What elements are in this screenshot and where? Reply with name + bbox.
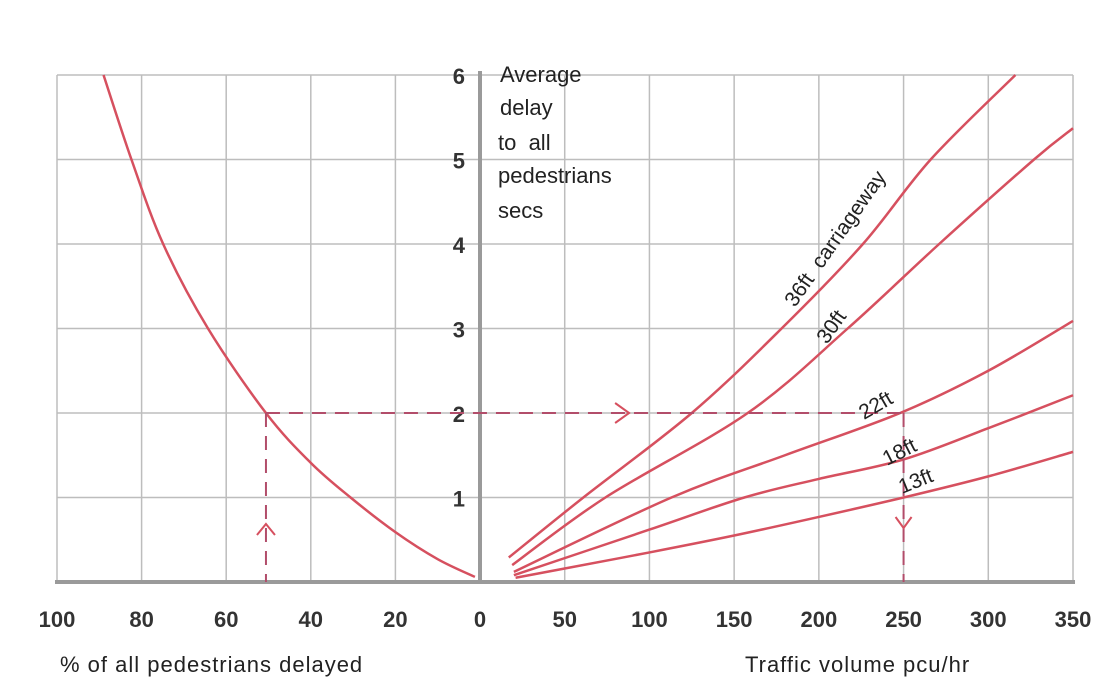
curve-36ft	[508, 74, 1017, 559]
series-label-22ft: 22ft	[855, 387, 897, 425]
arrow-up-icon	[256, 522, 276, 536]
x-tick-label-left: 0	[474, 607, 486, 632]
series-label-36ft: 36ft carriageway	[780, 166, 891, 311]
x-tick-label-right: 100	[631, 607, 668, 632]
x-label-right: Traffic volume pcu/hr	[745, 652, 970, 677]
curve-pct-delayed	[102, 74, 476, 579]
y-tick-label: 6	[453, 64, 465, 89]
labels: Average delay to all pedestrians secs % …	[60, 62, 970, 677]
curve-22ft	[513, 319, 1074, 573]
y-tick-label: 3	[453, 318, 465, 343]
x-tick-label-right: 150	[716, 607, 753, 632]
y-title-line-1: Average	[500, 62, 582, 87]
x-label-left: % of all pedestrians delayed	[60, 652, 363, 677]
guide-lines	[256, 402, 913, 582]
y-tick-label: 2	[453, 402, 465, 427]
x-tick-label-left: 60	[214, 607, 238, 632]
y-title-line-2: delay	[500, 95, 553, 120]
y-title-line-3: to all	[498, 130, 551, 155]
curve-30ft	[511, 127, 1074, 567]
series-label-30ft: 30ft	[812, 306, 851, 348]
y-title-line-4: pedestrians	[498, 163, 612, 188]
y-tick-label: 5	[453, 149, 465, 174]
arrow-down-icon	[894, 516, 913, 530]
x-tick-label-right: 250	[885, 607, 922, 632]
x-tick-label-left: 20	[383, 607, 407, 632]
x-tick-label-left: 80	[129, 607, 153, 632]
x-tick-label-right: 50	[552, 607, 576, 632]
x-tick-label-right: 200	[801, 607, 838, 632]
y-title-line-5: secs	[498, 198, 543, 223]
y-tick-label: 4	[453, 233, 466, 258]
arrow-right-icon	[614, 402, 631, 424]
y-tick-label: 1	[453, 487, 465, 512]
x-tick-label-left: 100	[39, 607, 76, 632]
x-tick-label-right: 350	[1055, 607, 1092, 632]
curve-18ft	[513, 394, 1074, 577]
curves	[102, 74, 1074, 580]
curve-13ft	[515, 450, 1074, 580]
x-tick-label-right: 300	[970, 607, 1007, 632]
series-label-13ft: 13ft	[895, 464, 936, 499]
x-tick-label-left: 40	[299, 607, 323, 632]
